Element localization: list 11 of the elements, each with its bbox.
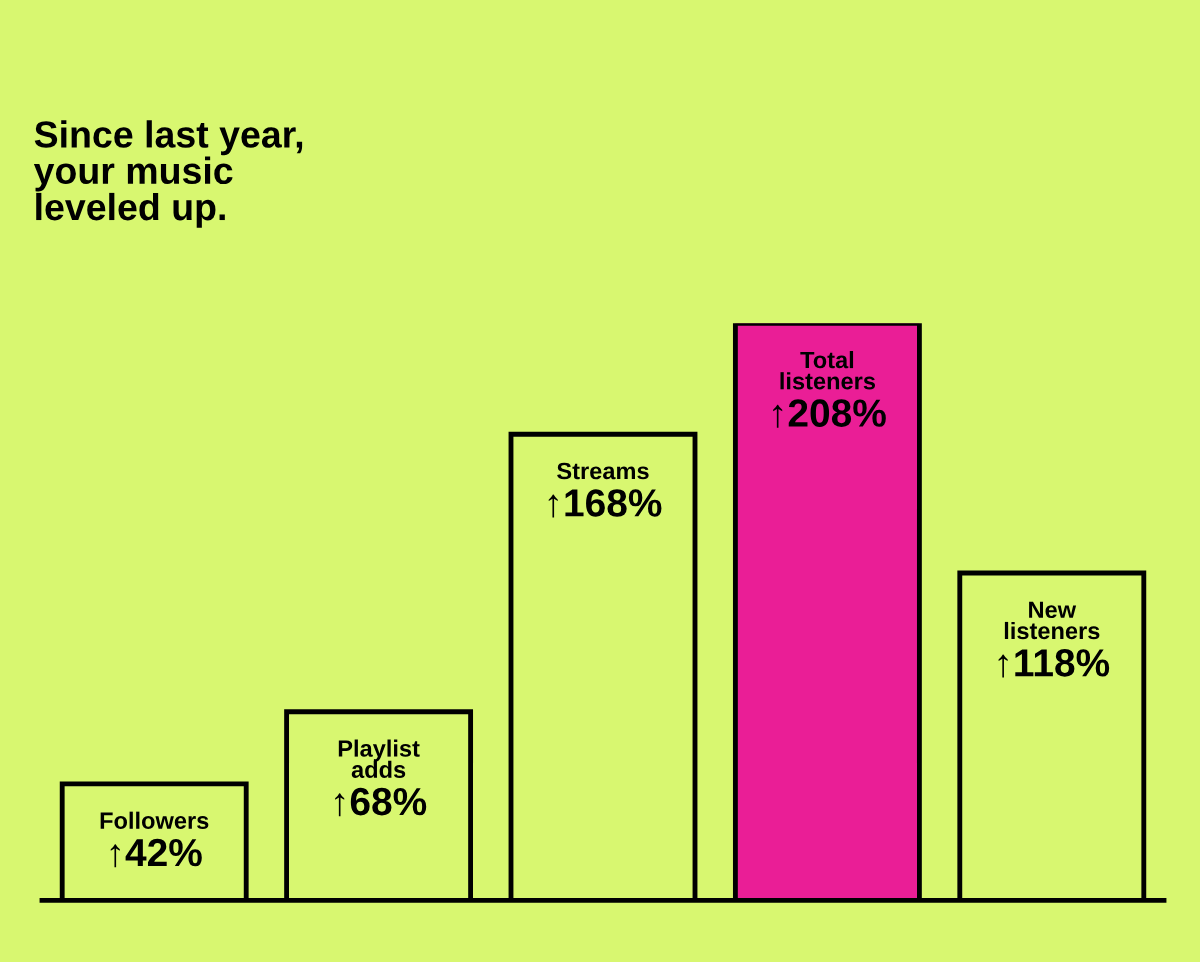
chart-title: Since last year, your music leveled up. [33,120,303,228]
x-tick-label: Followers [100,811,209,829]
x-tick-label: Total listeners [780,351,875,390]
data-label: ↑208% [773,399,886,428]
x-tick-label: New listeners [1004,601,1100,640]
data-label: ↑42% [110,838,202,868]
x-tick-label: Streams [557,462,649,480]
data-label: ↑68% [335,787,427,817]
data-label: ↑168% [548,489,662,518]
data-label: ↑118% [998,649,1110,678]
x-tick-label: Playlist adds [338,739,420,779]
